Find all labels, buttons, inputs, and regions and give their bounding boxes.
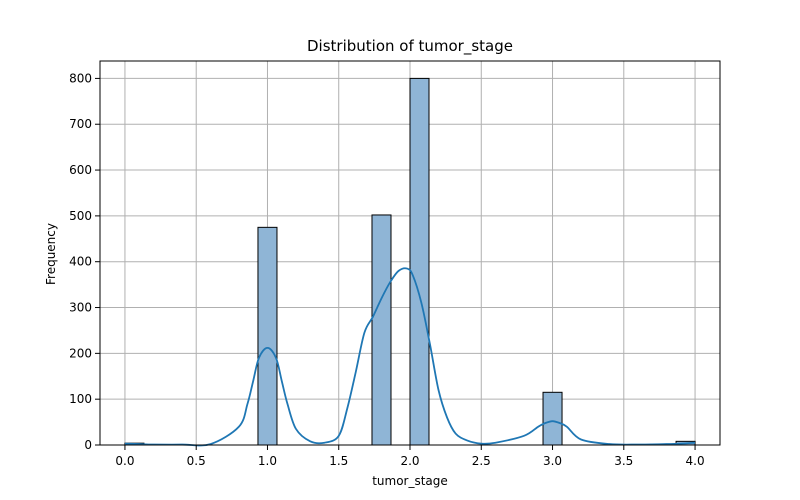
histogram-bar bbox=[257, 226, 278, 446]
y-tick-label: 0 bbox=[84, 438, 92, 452]
kde-curve bbox=[124, 267, 696, 447]
x-tick-label: 1.5 bbox=[329, 454, 348, 468]
y-tick-label: 500 bbox=[69, 209, 92, 223]
y-tick-label: 700 bbox=[69, 117, 92, 131]
x-tick-label: 2.5 bbox=[472, 454, 491, 468]
x-tick-label: 4.0 bbox=[686, 454, 705, 468]
x-axis-ticks: 0.0 0.5 1.0 1.5 2.0 2.5 3.0 3.5 4.0 bbox=[115, 445, 705, 468]
histogram-bar bbox=[409, 77, 430, 446]
y-tick-label: 400 bbox=[69, 255, 92, 269]
x-tick-label: 3.5 bbox=[614, 454, 633, 468]
x-axis-label: tumor_stage bbox=[372, 474, 448, 488]
histogram-bar bbox=[542, 391, 563, 446]
x-tick-label: 3.0 bbox=[543, 454, 562, 468]
chart-title: Distribution of tumor_stage bbox=[307, 37, 513, 56]
x-tick-label: 0.5 bbox=[187, 454, 206, 468]
histogram-bars bbox=[124, 77, 696, 446]
y-tick-label: 800 bbox=[69, 71, 92, 85]
y-tick-label: 100 bbox=[69, 392, 92, 406]
y-axis-label: Frequency bbox=[44, 223, 58, 285]
y-tick-label: 200 bbox=[69, 346, 92, 360]
x-tick-label: 0.0 bbox=[115, 454, 134, 468]
histogram-bar bbox=[371, 214, 392, 446]
y-tick-label: 300 bbox=[69, 301, 92, 315]
x-tick-label: 1.0 bbox=[258, 454, 277, 468]
y-tick-label: 600 bbox=[69, 163, 92, 177]
x-tick-label: 2.0 bbox=[400, 454, 419, 468]
y-axis-ticks: 0 100 200 300 400 500 600 700 800 bbox=[69, 71, 100, 452]
